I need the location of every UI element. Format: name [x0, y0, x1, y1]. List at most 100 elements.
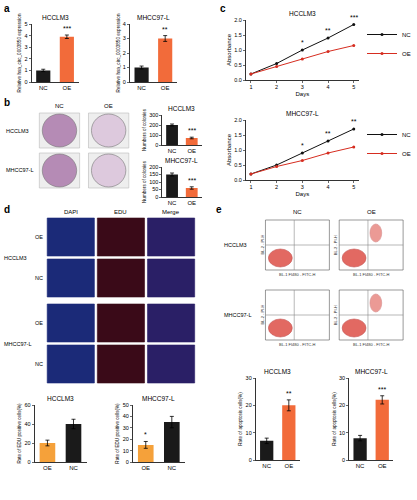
svg-text:NC: NC — [35, 275, 43, 281]
svg-text:DAPI: DAPI — [64, 209, 78, 215]
svg-text:HCCLM3: HCCLM3 — [289, 10, 316, 17]
svg-text:***: *** — [350, 14, 358, 21]
svg-text:20: 20 — [123, 436, 129, 442]
svg-text:**: ** — [325, 130, 331, 137]
svg-text:0: 0 — [123, 79, 126, 85]
svg-text:OE: OE — [187, 148, 196, 154]
svg-text:20: 20 — [339, 402, 345, 408]
svg-text:NC: NC — [35, 361, 43, 367]
svg-text:MHCC97-L: MHCC97-L — [6, 167, 34, 173]
svg-text:150: 150 — [149, 171, 158, 177]
svg-text:***: *** — [188, 177, 196, 184]
svg-text:HCCLM3: HCCLM3 — [168, 105, 195, 112]
svg-text:a: a — [4, 3, 10, 14]
svg-text:Rate of apoptosis cells(%): Rate of apoptosis cells(%) — [238, 392, 243, 446]
svg-text:***: *** — [378, 386, 386, 393]
svg-text:3: 3 — [123, 35, 126, 41]
svg-text:100: 100 — [149, 179, 158, 185]
svg-text:b: b — [4, 97, 10, 108]
svg-text:**: ** — [286, 390, 292, 397]
svg-text:*: * — [144, 431, 147, 438]
svg-text:Rate of EDU positive cells(%): Rate of EDU positive cells(%) — [17, 403, 22, 464]
svg-text:1: 1 — [249, 184, 252, 190]
svg-text:MHCC97-L: MHCC97-L — [142, 395, 175, 402]
svg-text:c: c — [220, 3, 226, 14]
svg-text:NC: NC — [262, 463, 271, 469]
svg-text:1: 1 — [249, 84, 252, 90]
svg-text:d: d — [4, 204, 10, 215]
svg-text:NC: NC — [356, 463, 365, 469]
svg-text:OE: OE — [402, 51, 411, 57]
svg-text:Rate of apoptosis cells(%): Rate of apoptosis cells(%) — [332, 392, 337, 446]
svg-text:1.0: 1.0 — [234, 147, 242, 153]
svg-text:NC: NC — [293, 209, 302, 215]
svg-text:0.5: 0.5 — [234, 162, 242, 168]
svg-text:10: 10 — [246, 430, 252, 436]
svg-text:2: 2 — [275, 184, 278, 190]
svg-text:e: e — [216, 204, 222, 215]
svg-text:NC: NC — [167, 465, 176, 471]
svg-text:Rate of EDU positive cells(%): Rate of EDU positive cells(%) — [115, 403, 120, 464]
svg-text:50: 50 — [152, 186, 158, 192]
svg-text:***: *** — [188, 127, 196, 134]
svg-text:MHCC97-L: MHCC97-L — [4, 341, 32, 347]
svg-text:NC: NC — [55, 103, 64, 109]
svg-text:30: 30 — [123, 425, 129, 431]
svg-text:4: 4 — [327, 184, 330, 190]
svg-text:Absorbance: Absorbance — [226, 133, 232, 166]
svg-text:NC: NC — [402, 132, 411, 138]
svg-text:OE: OE — [284, 463, 293, 469]
svg-text:HCCLM3: HCCLM3 — [224, 242, 247, 248]
svg-text:OE: OE — [35, 320, 43, 326]
svg-text:10: 10 — [339, 430, 345, 436]
svg-text:NC: NC — [168, 200, 177, 206]
svg-text:2: 2 — [123, 50, 126, 56]
svg-text:OE: OE — [367, 209, 376, 215]
svg-text:NC: NC — [402, 32, 411, 38]
svg-text:3: 3 — [25, 44, 28, 50]
svg-text:4: 4 — [327, 84, 330, 90]
svg-text:**: ** — [325, 27, 331, 34]
svg-text:OE: OE — [43, 465, 52, 471]
svg-text:HCCLM3: HCCLM3 — [264, 368, 291, 375]
svg-text:2.0: 2.0 — [234, 17, 242, 23]
svg-text:NC: NC — [69, 465, 78, 471]
svg-text:40: 40 — [24, 421, 30, 427]
svg-text:OE: OE — [35, 234, 43, 240]
svg-text:60: 60 — [24, 402, 30, 408]
svg-text:HCCLM3: HCCLM3 — [42, 14, 69, 21]
svg-text:BL-2 - PI-H: BL-2 - PI-H — [260, 234, 265, 254]
svg-text:MHCC97-L: MHCC97-L — [224, 312, 252, 318]
svg-text:Numbers of colonies: Numbers of colonies — [142, 108, 147, 151]
svg-text:40: 40 — [123, 413, 129, 419]
svg-text:300: 300 — [149, 112, 158, 118]
svg-text:200: 200 — [149, 164, 158, 170]
svg-text:BL-2 - PI-H: BL-2 - PI-H — [333, 305, 338, 325]
svg-text:**: ** — [162, 26, 168, 33]
svg-text:BL-1 FI480 - FITC-H: BL-1 FI480 - FITC-H — [279, 272, 316, 277]
svg-text:Merge: Merge — [162, 209, 180, 215]
svg-text:1.5: 1.5 — [234, 32, 242, 38]
svg-text:30: 30 — [246, 375, 252, 381]
svg-text:OE: OE — [161, 85, 170, 91]
svg-text:10: 10 — [123, 448, 129, 454]
svg-text:OE: OE — [141, 465, 150, 471]
svg-text:20: 20 — [24, 440, 30, 446]
svg-text:NC: NC — [137, 85, 146, 91]
svg-text:Relative hsa_circ_0003850 expr: Relative hsa_circ_0003850 expression — [17, 13, 22, 92]
svg-text:0.5: 0.5 — [234, 62, 242, 68]
svg-text:0: 0 — [126, 459, 129, 465]
svg-text:100: 100 — [149, 132, 158, 138]
svg-text:Days: Days — [296, 191, 310, 197]
svg-text:EDU: EDU — [114, 209, 127, 215]
svg-text:MHCC97-L: MHCC97-L — [165, 157, 198, 164]
svg-text:NC: NC — [39, 85, 48, 91]
svg-text:50: 50 — [123, 402, 129, 408]
svg-text:5: 5 — [352, 184, 355, 190]
svg-text:MHCC97-L: MHCC97-L — [286, 110, 319, 117]
svg-text:4: 4 — [25, 33, 28, 39]
svg-text:2.0: 2.0 — [234, 117, 242, 123]
svg-text:*: * — [301, 39, 304, 46]
svg-text:0.0: 0.0 — [234, 77, 242, 83]
svg-text:OE: OE — [63, 85, 72, 91]
